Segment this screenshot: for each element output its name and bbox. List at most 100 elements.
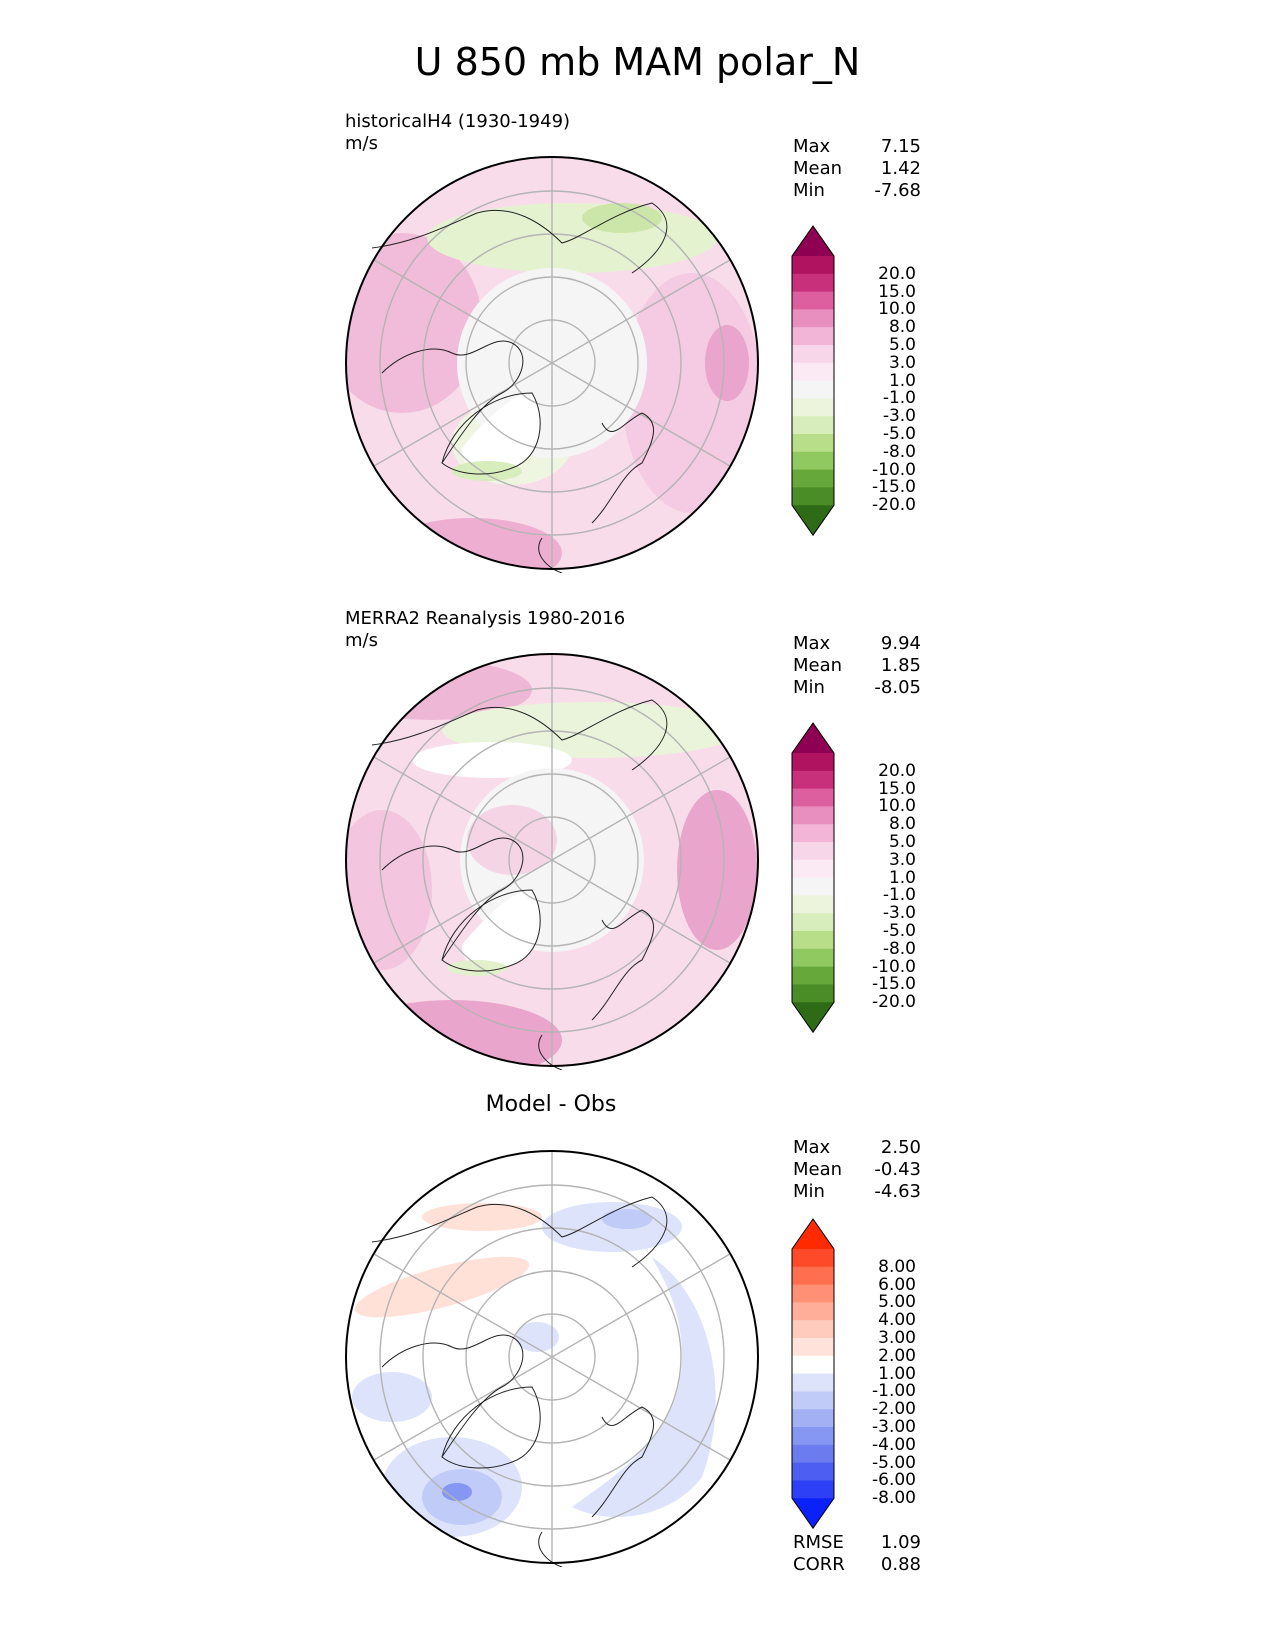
colorbar-tick-label: 10.0 xyxy=(878,299,916,320)
colorbar-segment xyxy=(792,859,834,879)
colorbar-tick-label: -3.0 xyxy=(882,903,916,924)
colorbar xyxy=(790,1217,836,1534)
colorbar-tick-label: -1.0 xyxy=(882,885,916,906)
colorbar-segment xyxy=(792,416,834,435)
colorbar-tick-label: -2.00 xyxy=(872,1399,916,1420)
colorbar-tick-label: 10.0 xyxy=(878,796,916,817)
colorbar-tick-label: -20.0 xyxy=(872,992,916,1013)
colorbar-segment xyxy=(792,931,834,950)
panel-obs: MERRA2 Reanalysis 1980-2016 m/s xyxy=(0,597,1275,1097)
colorbar xyxy=(790,224,836,541)
colorbar-segment xyxy=(792,806,834,825)
colorbar-ticks: 8.00 6.00 5.00 4.00 3.00 2.00 1.00 -1.00 -2.00 -3… xyxy=(836,1217,916,1517)
max-value: 2.50 xyxy=(880,1137,921,1158)
colorbar-tick-label: 2.00 xyxy=(878,1345,916,1366)
colorbar-segment xyxy=(792,1409,834,1428)
min-value: -7.68 xyxy=(874,180,921,201)
colorbar-tick-label: -15.0 xyxy=(872,974,916,995)
colorbar-segment xyxy=(792,753,834,772)
colorbar-tick-label: -6.00 xyxy=(872,1470,916,1491)
panel-model: historicalH4 (1930-1949) m/s xyxy=(0,100,1275,600)
max-value: 7.15 xyxy=(880,136,921,157)
polar-map xyxy=(342,1147,762,1568)
colorbar-tick-label: -1.00 xyxy=(872,1381,916,1402)
colorbar-segment xyxy=(792,913,834,932)
polar-map xyxy=(342,650,762,1071)
colorbar-tick-label: 4.00 xyxy=(878,1310,916,1331)
max-label: Max xyxy=(793,136,831,157)
colorbar-tick-label: -4.00 xyxy=(872,1434,916,1455)
colorbar-segment xyxy=(792,824,834,843)
colorbar-segment xyxy=(792,770,834,790)
colorbar-segment xyxy=(792,1391,834,1410)
colorbar xyxy=(790,721,836,1038)
colorbar-segment xyxy=(792,984,834,1003)
colorbar-ticks: 20.0 15.0 10.0 8.0 5.0 3.0 1.0 -1.0 -3.0 -5.0 -8.0… xyxy=(836,721,916,1021)
panel-units: m/s xyxy=(345,630,378,651)
max-label: Max xyxy=(793,1137,831,1158)
colorbar-tick-label: 15.0 xyxy=(878,281,916,302)
colorbar-segment xyxy=(792,327,834,346)
colorbar-tick-label: 3.0 xyxy=(888,352,916,373)
colorbar-segment xyxy=(792,362,834,382)
max-label: Max xyxy=(793,633,831,654)
colorbar-tick-label: -10.0 xyxy=(872,459,916,480)
colorbar-segment xyxy=(792,309,834,328)
colorbar-segment xyxy=(792,451,834,471)
panel-label: historicalH4 (1930-1949) xyxy=(345,111,571,132)
panel-units: m/s xyxy=(345,133,378,154)
colorbar-segment xyxy=(792,273,834,293)
colorbar-segment xyxy=(792,948,834,968)
colorbar-segment xyxy=(792,877,834,896)
colorbar-segment xyxy=(792,1284,834,1303)
colorbar-extend-bottom xyxy=(792,1498,834,1529)
colorbar-tick-label: 5.00 xyxy=(878,1292,916,1313)
colorbar-tick-label: -8.0 xyxy=(882,938,916,959)
colorbar-tick-label: 6.00 xyxy=(878,1274,916,1295)
colorbar-segment xyxy=(792,398,834,417)
colorbar-extend-bottom xyxy=(792,505,834,536)
min-label: Min xyxy=(793,1181,825,1202)
polar-map xyxy=(342,153,762,574)
colorbar-tick-label: -10.0 xyxy=(872,956,916,977)
colorbar-segment xyxy=(792,1302,834,1321)
colorbar-segment xyxy=(792,380,834,399)
min-value: -8.05 xyxy=(874,677,921,698)
colorbar-segment xyxy=(792,1249,834,1268)
mean-value: -0.43 xyxy=(874,1159,921,1180)
colorbar-tick-label: 1.0 xyxy=(888,867,916,888)
rmse-value: 1.09 xyxy=(880,1532,921,1553)
colorbar-segment xyxy=(792,788,834,807)
mean-label: Mean xyxy=(793,158,843,179)
colorbar-segment xyxy=(792,1355,834,1375)
colorbar-tick-label: -1.0 xyxy=(882,388,916,409)
colorbar-tick-label: -8.0 xyxy=(882,441,916,462)
colorbar-tick-label: 8.00 xyxy=(878,1256,916,1277)
colorbar-segment xyxy=(792,1427,834,1446)
colorbar-tick-label: 20.0 xyxy=(878,760,916,781)
min-label: Min xyxy=(793,180,825,201)
panel-title: Model - Obs xyxy=(485,1092,617,1117)
panel-title: historicalH4 (1930-1949) m/s xyxy=(345,111,570,155)
colorbar-tick-label: -5.0 xyxy=(882,424,916,444)
mean-value: 1.85 xyxy=(880,655,921,676)
error-stats: RMSE 1.09 CORR 0.88 xyxy=(793,1532,921,1576)
colorbar-tick-label: 3.00 xyxy=(878,1328,916,1348)
max-value: 9.94 xyxy=(880,633,921,654)
colorbar-segment xyxy=(792,842,834,861)
colorbar-segment xyxy=(792,1266,834,1286)
colorbar-segment xyxy=(792,1373,834,1392)
colorbar-tick-label: 3.0 xyxy=(888,849,916,870)
colorbar-tick-label: 5.0 xyxy=(888,832,916,852)
colorbar-segment xyxy=(792,1480,834,1499)
colorbar-tick-label: 1.00 xyxy=(878,1363,916,1384)
colorbar-segment xyxy=(792,469,834,488)
rmse-label: RMSE xyxy=(793,1532,844,1553)
colorbar-tick-label: 20.0 xyxy=(878,263,916,284)
colorbar-extend-bottom xyxy=(792,1002,834,1033)
colorbar-tick-label: -5.00 xyxy=(872,1452,916,1473)
mean-value: 1.42 xyxy=(880,158,921,179)
stats-box: Max 2.50 Mean -0.43 Min -4.63 xyxy=(793,1137,921,1203)
colorbar-extend-top xyxy=(792,226,834,256)
colorbar-tick-label: -3.00 xyxy=(872,1417,916,1437)
